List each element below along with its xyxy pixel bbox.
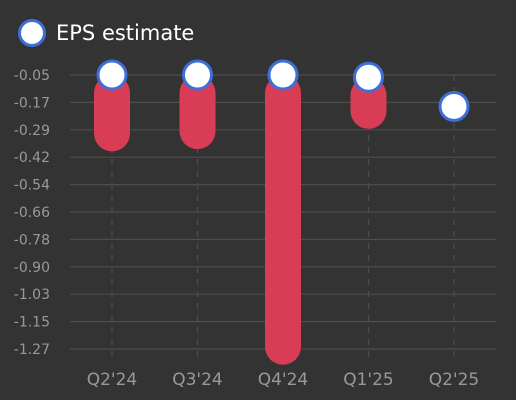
y-tick-label: -0.66	[14, 205, 50, 221]
legend[interactable]: EPS estimate	[18, 19, 194, 47]
eps-estimate-point	[96, 59, 128, 91]
eps-estimate-point	[438, 90, 470, 122]
eps-estimate-point	[267, 59, 299, 91]
y-tick-label: -0.54	[14, 178, 50, 194]
y-tick-label: -1.03	[14, 287, 50, 303]
range-bar	[350, 77, 387, 129]
y-tick-label: -1.15	[14, 315, 50, 331]
range-bar	[94, 75, 130, 152]
legend-marker-icon	[18, 19, 46, 47]
x-tick-label: Q1'25	[343, 370, 394, 390]
y-tick-label: -0.42	[14, 150, 50, 166]
eps-estimate-point	[182, 59, 213, 91]
x-tick-label: Q3'24	[172, 370, 223, 390]
range-bar	[265, 75, 301, 365]
range-bar	[179, 75, 216, 150]
x-tick-label: Q4'24	[258, 370, 309, 390]
legend-label: EPS estimate	[56, 21, 195, 45]
x-tick-label: Q2'24	[87, 370, 138, 390]
y-tick-label: -0.05	[14, 68, 50, 84]
eps-estimate-point	[353, 61, 384, 93]
y-tick-label: -0.90	[14, 260, 50, 276]
y-tick-label: -1.27	[14, 342, 50, 358]
y-tick-label: -0.17	[14, 95, 50, 111]
y-tick-label: -0.29	[14, 123, 50, 139]
y-tick-label: -0.78	[14, 232, 50, 248]
x-tick-label: Q2'25	[429, 370, 480, 390]
